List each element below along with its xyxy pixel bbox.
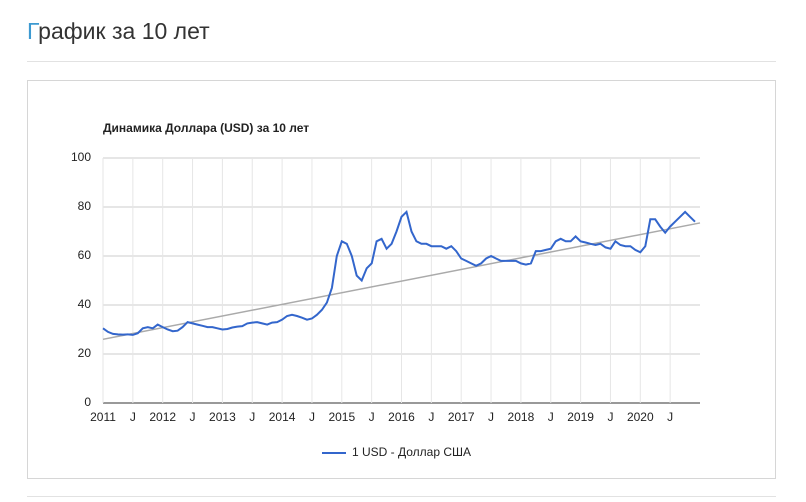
x-tick-label: 2014 [269,410,296,424]
series-line [102,209,696,336]
divider [27,61,776,62]
x-tick-label: 2015 [328,410,355,424]
chart-box [27,80,776,479]
x-tick-label: J [309,410,315,424]
x-tick-label: 2013 [209,410,236,424]
x-tick-label: J [428,410,434,424]
y-tick-label: 80 [78,199,92,213]
x-tick-label: J [369,410,375,424]
x-tick-label: 2012 [149,410,176,424]
y-tick-label: 40 [78,297,92,311]
x-tick-label: 2018 [508,410,535,424]
x-tick-label: J [249,410,255,424]
x-tick-label: 2017 [448,410,475,424]
x-tick-label: J [667,410,673,424]
x-tick-label: 2016 [388,410,415,424]
x-tick-label: J [548,410,554,424]
x-tick-label: J [190,410,196,424]
chart-title: Динамика Доллара (USD) за 10 лет [103,121,309,135]
x-tick-label: 2019 [567,410,594,424]
x-tick-label: J [130,410,136,424]
x-tick-label: J [488,410,494,424]
x-tick-label: J [607,410,613,424]
x-tick-label: 2020 [627,410,654,424]
trendline [102,222,701,341]
page-title: График за 10 лет [27,18,210,44]
y-tick-label: 60 [78,248,92,262]
divider [27,496,776,497]
legend-label: 1 USD - Доллар США [352,445,471,459]
y-tick-label: 20 [78,346,92,360]
y-tick-label: 0 [84,395,91,409]
y-tick-label: 100 [71,150,91,164]
x-tick-label: 2011 [90,410,116,424]
